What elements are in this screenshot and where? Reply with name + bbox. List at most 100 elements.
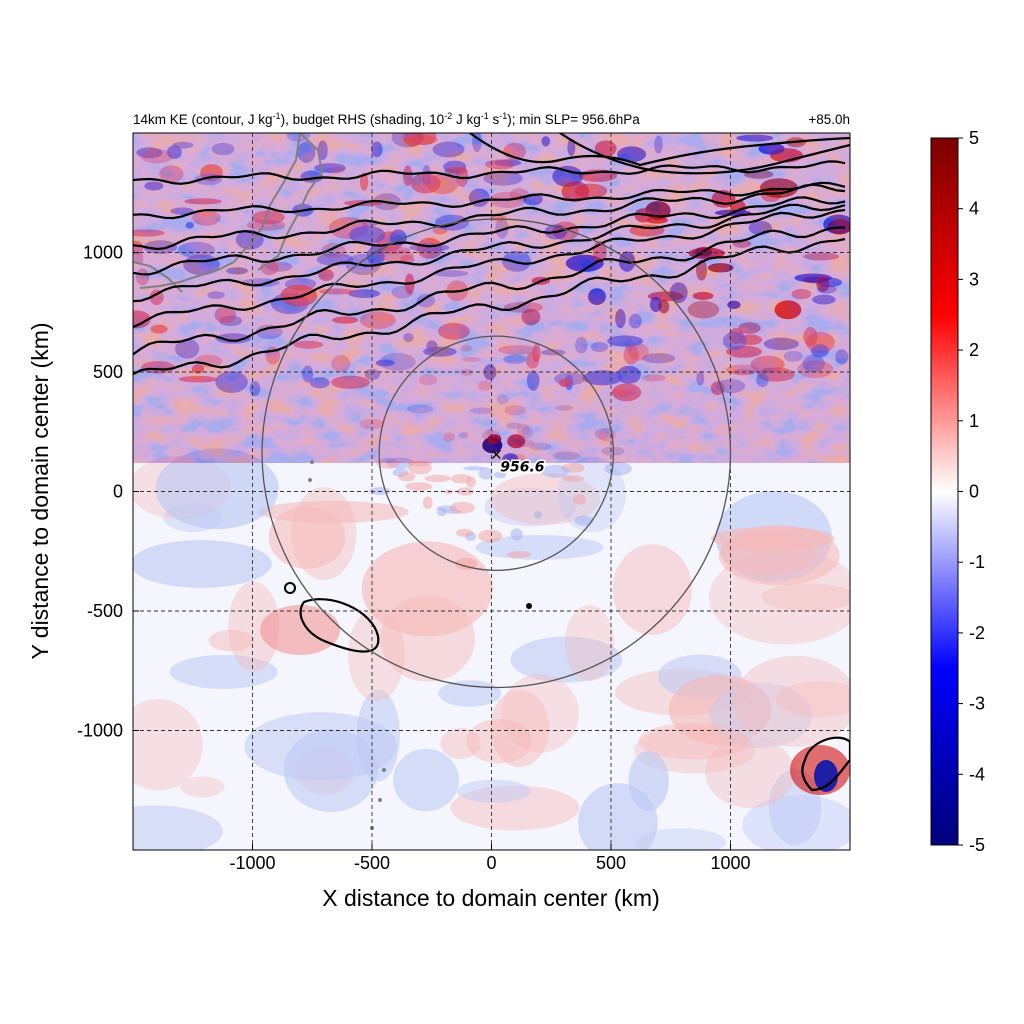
ke-contour-line	[133, 203, 846, 303]
shading-patch	[490, 473, 601, 525]
shading-patch	[180, 776, 225, 798]
shading-swirl	[478, 467, 493, 480]
shading-patch	[668, 675, 772, 745]
shading-swirl	[477, 529, 503, 543]
shading-patch	[484, 487, 577, 527]
title-superscript: -2	[444, 111, 452, 121]
shading-swirl	[422, 496, 433, 510]
shading-patch	[612, 544, 693, 635]
x-axis-label: X distance to domain center (km)	[322, 885, 659, 911]
chart-title: 14km KE (contour, J kg -1 ), budget RHS (s…	[133, 111, 640, 127]
colorbar-tick-label: 4	[969, 199, 979, 219]
shading-patch	[228, 581, 280, 672]
island	[308, 478, 312, 482]
shading-swirl	[424, 474, 451, 483]
shading-patch	[733, 655, 850, 747]
shading-swirl	[455, 528, 474, 537]
title-segment: s	[489, 112, 500, 127]
title-segment: ), budget RHS (shading, 10	[281, 112, 445, 127]
ke-contour-closed	[801, 736, 850, 792]
shading-swirl	[450, 474, 471, 484]
ke-contour-line	[133, 226, 846, 356]
shading-patch	[578, 783, 658, 850]
grid-lines	[133, 133, 850, 850]
y-tick-label: 500	[93, 362, 123, 382]
shading-patch	[638, 722, 749, 760]
min-slp-label: 956.6	[500, 459, 545, 475]
title-segment: 14km KE (contour, J kg	[133, 112, 273, 127]
island	[382, 768, 386, 772]
y-axis-ticks: -1000 -500 0 500 1000	[77, 243, 139, 741]
ke-contour-line	[133, 183, 846, 251]
y-tick-label: -1000	[77, 721, 123, 741]
shading-patch	[814, 760, 838, 792]
shading-patch	[169, 654, 278, 689]
x-tick-label: 0	[486, 853, 496, 873]
shading-swirl	[408, 462, 432, 475]
colorbar-tick-label: -3	[969, 694, 985, 714]
y-tick-label: 0	[113, 482, 123, 502]
shading-patch	[705, 737, 795, 808]
title-segment: ); min SLP= 956.6hPa	[507, 112, 640, 127]
x-tick-label: 1000	[710, 853, 750, 873]
island	[310, 460, 314, 464]
shading-swirl	[574, 515, 594, 526]
shading-swirl	[562, 475, 585, 482]
shading-patch	[133, 805, 223, 850]
title-segment: J kg	[452, 112, 481, 127]
colorbar-tick-label: 0	[969, 482, 979, 502]
range-ring	[378, 335, 615, 572]
shading-patch	[510, 636, 623, 683]
shading-patch	[775, 681, 850, 718]
shading-swirl	[455, 557, 478, 570]
title-superscript: -1	[481, 111, 489, 121]
plot-area	[133, 133, 850, 850]
colorbar-tick-label: -5	[969, 835, 985, 855]
coastline-segment	[257, 133, 324, 271]
range-rings	[261, 218, 732, 689]
range-ring	[261, 218, 732, 689]
y-tick-label: 1000	[83, 243, 123, 263]
shading-patch	[393, 748, 459, 812]
colorbar-tick-label: 2	[969, 340, 979, 360]
storm-center: × 956.6	[490, 444, 547, 477]
colorbar-tick-label: 1	[969, 411, 979, 431]
shading-patch	[709, 682, 813, 749]
shading-patch	[244, 712, 397, 781]
colorbar-tick-label: -1	[969, 552, 985, 572]
ke-contour-line	[133, 237, 846, 376]
y-axis-label: Y distance to domain center (km)	[27, 322, 53, 659]
ke-contour-closed	[284, 582, 296, 594]
ke-contour-line	[469, 133, 850, 167]
colorbar	[930, 137, 959, 846]
ke-contour-line	[133, 208, 846, 329]
shading-patch	[450, 785, 580, 831]
shading-patch	[208, 629, 255, 652]
shading-patch	[260, 605, 340, 655]
shading-patch	[457, 779, 531, 803]
shading-swirl	[506, 551, 532, 558]
shading-patch	[133, 699, 203, 791]
x-tick-label: -500	[354, 853, 390, 873]
shading-patch	[466, 718, 532, 764]
shading-swirl	[405, 482, 433, 491]
ke-contours	[133, 133, 850, 792]
shading-swirl	[398, 472, 416, 482]
ke-contour-line	[133, 196, 846, 276]
shading-swirl	[465, 476, 477, 488]
colorbar-ticks: 5 4 3 2 1 0 -1 -2 -3 -4 -5	[958, 128, 985, 855]
shading-swirl	[449, 501, 475, 514]
shading-patch	[761, 583, 850, 612]
colorbar-tick-label: -4	[969, 764, 985, 784]
island	[378, 798, 382, 802]
colorbar-tick-label: -2	[969, 623, 985, 643]
shading-swirl	[494, 471, 506, 479]
shading-patch	[258, 500, 410, 523]
shading-swirl	[463, 466, 485, 471]
storm-center-marker: ×	[490, 444, 503, 463]
shading-patch	[711, 526, 835, 551]
shading-patch	[564, 605, 615, 682]
ke-contour-closed	[526, 603, 532, 609]
colorbar-tick-label: 5	[969, 128, 979, 148]
